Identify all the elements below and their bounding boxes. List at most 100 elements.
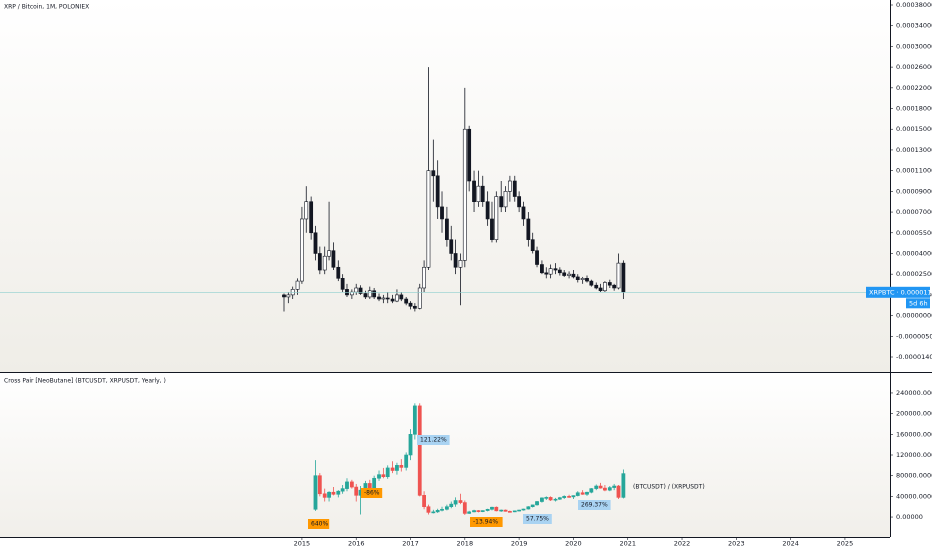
- candle-body: [395, 294, 399, 302]
- candle-body: [594, 485, 599, 489]
- y-tick-label: 0.00026000: [896, 63, 932, 71]
- candle-body: [607, 282, 612, 286]
- candle-body: [313, 475, 318, 510]
- candle-body: [404, 454, 409, 468]
- candle-body: [598, 485, 603, 489]
- candle-body: [372, 290, 377, 298]
- candle-body: [340, 488, 345, 492]
- candle-body: [490, 506, 494, 510]
- candle-body: [616, 262, 621, 289]
- main-pane-bg: [0, 0, 890, 372]
- candle-body: [575, 492, 580, 496]
- candle-body: [526, 218, 531, 240]
- candle-body: [585, 491, 589, 495]
- annotation-label: 121.22%: [420, 437, 447, 444]
- y-tick-label: 80000.00000: [896, 472, 932, 480]
- candle-body: [490, 218, 494, 240]
- candle-body: [589, 280, 594, 286]
- overlay: 0.00038000 0.00034000 0.00030000 0.00026000…: [294, 1, 932, 548]
- x-tick-label: 2017: [402, 540, 419, 548]
- candle-body: [612, 485, 617, 488]
- candle-body: [553, 498, 558, 501]
- candle-body: [476, 510, 481, 512]
- candle-body: [385, 467, 390, 478]
- candle-body: [621, 262, 626, 293]
- candle-body: [300, 218, 304, 282]
- y-tick-label: 0.00015000: [896, 125, 932, 133]
- candle-body: [426, 506, 431, 513]
- candle-body: [336, 266, 341, 279]
- candle-body: [476, 185, 481, 203]
- candle-body: [309, 201, 314, 234]
- marks: 640% -86% 121.22% -13.94% 57.75% 269.37% (BTCU…: [0, 67, 890, 529]
- annotation-label: 269.37%: [581, 502, 608, 509]
- candle-body: [580, 492, 585, 495]
- countdown-label: 5d 6h: [909, 299, 928, 307]
- candle-body: [399, 294, 404, 300]
- candle-body: [462, 128, 467, 261]
- candle-body: [594, 284, 599, 289]
- x-tick-label: 2021: [619, 540, 636, 548]
- candle-body: [358, 287, 363, 294]
- y-tick-label: 120000.00000: [896, 451, 932, 459]
- countdown-box: [906, 298, 930, 309]
- y-tick-label: 0.00011000: [896, 167, 932, 175]
- candle-body: [580, 278, 585, 280]
- time-axis-bg: [0, 537, 890, 550]
- candle-body: [422, 266, 426, 289]
- y-tick-label: -0.00001400: [896, 353, 932, 361]
- x-tick-label: 2022: [674, 540, 691, 548]
- candle-body: [322, 493, 327, 498]
- candle-body: [503, 191, 508, 208]
- candle-body: [472, 510, 476, 513]
- candle-body: [571, 273, 576, 278]
- y-tick-label: 40000.00000: [896, 492, 932, 500]
- y-tick-label: 240000.00000: [896, 389, 932, 397]
- candle-body: [390, 467, 395, 471]
- candle-body: [422, 495, 426, 508]
- candle-body: [540, 497, 544, 502]
- candle-body: [349, 481, 354, 488]
- candle-body: [540, 264, 544, 274]
- candle-body: [499, 196, 504, 208]
- y-tick-label: 0.00030000: [896, 42, 932, 50]
- candle-body: [295, 280, 300, 290]
- candle-body: [399, 465, 404, 468]
- candle-body: [603, 487, 607, 491]
- candle-body: [607, 487, 612, 491]
- candle-body: [480, 185, 485, 203]
- y-tick-label: 0.00022000: [896, 84, 932, 92]
- candle-body: [467, 128, 472, 182]
- candle-body: [526, 506, 531, 510]
- candle-body: [426, 170, 431, 268]
- candle-body: [331, 491, 336, 495]
- candle-body: [621, 473, 626, 498]
- candle-body: [336, 490, 341, 495]
- annotation-box: [308, 519, 330, 529]
- candle-body: [354, 486, 359, 496]
- candle-body: [408, 302, 413, 307]
- candle-body: [381, 297, 386, 300]
- candle-body: [453, 500, 458, 505]
- candle-body: [530, 504, 535, 508]
- x-tick-label: 2018: [457, 540, 474, 548]
- x-tick-label: 2016: [348, 540, 365, 548]
- candle-body: [598, 287, 603, 292]
- candle-body: [507, 180, 512, 192]
- candle-body: [377, 296, 381, 300]
- y-tick-label: 0.00002500: [896, 270, 932, 278]
- candle-body: [363, 293, 368, 298]
- y-tick-label: 160000.00000: [896, 430, 932, 438]
- candle-body: [521, 508, 526, 511]
- candle-body: [548, 268, 553, 275]
- annotation-box: [361, 488, 383, 498]
- candle-body: [327, 250, 331, 257]
- candle-body: [449, 239, 454, 254]
- y-tick-label: 200000.00000: [896, 410, 932, 418]
- candle-body: [571, 495, 576, 498]
- annotation-label: 640%: [311, 521, 328, 528]
- candle-body: [322, 255, 327, 271]
- candle-body: [494, 506, 499, 512]
- candle-body: [435, 175, 440, 208]
